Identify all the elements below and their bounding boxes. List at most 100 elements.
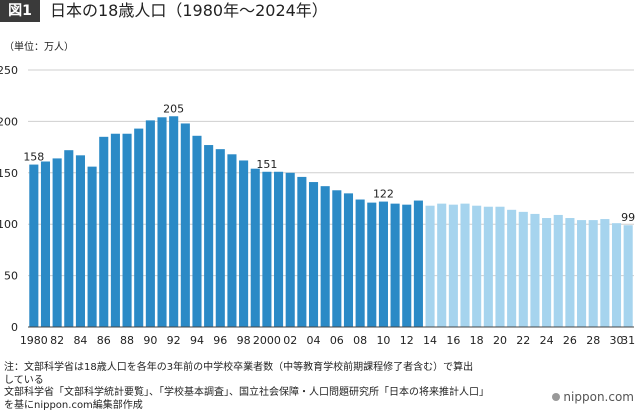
x-tick-label: 88	[120, 334, 134, 347]
x-tick-label: 94	[190, 334, 204, 347]
bar	[390, 203, 400, 327]
bar	[297, 176, 307, 327]
bar	[285, 172, 295, 327]
x-tick-label: 14	[423, 334, 437, 347]
bar	[507, 209, 517, 327]
x-tick-label: 04	[307, 334, 321, 347]
bar	[367, 202, 377, 327]
y-tick-label: 150	[0, 167, 18, 180]
logo-text: nippon.com	[563, 390, 634, 404]
bar	[122, 133, 132, 327]
bar	[169, 116, 179, 327]
bar	[530, 213, 540, 327]
bar	[145, 120, 155, 327]
note-line: している	[4, 374, 44, 386]
unit-label: （単位：万人）	[4, 42, 74, 53]
bar	[157, 117, 167, 328]
bar	[378, 201, 388, 327]
chart-title: 日本の18歳人口（1980年～2024年）	[50, 1, 328, 20]
bar	[204, 145, 214, 327]
bar	[332, 190, 342, 327]
bar	[250, 168, 260, 327]
y-tick-label: 50	[4, 270, 18, 283]
y-tick-label: 200	[0, 115, 18, 128]
bar	[413, 200, 423, 327]
x-tick-label: 26	[563, 334, 577, 347]
x-tick-label: 20	[493, 334, 507, 347]
x-tick-label: 31	[621, 334, 635, 347]
bar	[425, 205, 435, 327]
bar	[110, 133, 120, 327]
bar	[239, 160, 249, 327]
x-tick-label: 90	[143, 334, 157, 347]
x-tick-label: 22	[516, 334, 530, 347]
bar	[460, 203, 470, 327]
bar	[343, 193, 354, 327]
x-tick-label: 92	[167, 334, 181, 347]
bar	[29, 164, 39, 327]
bar	[588, 220, 598, 327]
bar	[99, 136, 109, 327]
bar	[355, 199, 365, 327]
x-tick-label: 06	[330, 334, 344, 347]
bar	[495, 206, 505, 327]
source-line: 文部科学省「文部科学統計要覧」、「学校基本調査」、国立社会保障・人口問題研究所「…	[4, 387, 489, 398]
bar	[64, 150, 74, 327]
bar	[87, 166, 97, 327]
data-label: 205	[163, 102, 184, 115]
x-tick-label: 10	[376, 334, 390, 347]
bar	[52, 158, 62, 327]
bar	[308, 182, 319, 327]
bar	[518, 211, 528, 327]
bar	[623, 225, 633, 327]
x-tick-label: 08	[353, 334, 367, 347]
bar	[215, 149, 225, 327]
bar	[611, 223, 622, 327]
x-tick-label: 82	[50, 334, 64, 347]
bar	[320, 186, 330, 327]
bar	[75, 155, 85, 327]
logo: nippon.com	[552, 390, 634, 404]
x-tick-label: 96	[213, 334, 227, 347]
bar	[472, 205, 482, 327]
x-tick-label: 02	[283, 334, 297, 347]
bar	[402, 204, 412, 327]
data-label: 122	[373, 188, 394, 201]
note-line: 注：文部科学省は18歳人口を各年の3年前の中学校卒業者数（中等教育学校前期課程修…	[4, 362, 474, 373]
bar	[274, 171, 284, 327]
bar	[542, 218, 552, 327]
bar	[262, 171, 272, 327]
chart-notes: 注：文部科学省は18歳人口を各年の3年前の中学校卒業者数（中等教育学校前期課程修…	[4, 362, 564, 412]
x-tick-label: 2000	[253, 334, 281, 347]
bar	[577, 220, 587, 327]
x-tick-label: 12	[400, 334, 414, 347]
bar	[180, 123, 190, 328]
bar	[437, 203, 447, 327]
bar	[134, 128, 144, 327]
x-tick-label: 18	[470, 334, 484, 347]
y-tick-label: 0	[11, 321, 18, 334]
y-tick-label: 100	[0, 218, 18, 231]
bar	[192, 135, 202, 327]
y-tick-label: 250	[0, 64, 18, 77]
bar	[553, 214, 563, 327]
bar	[227, 154, 237, 327]
bar	[600, 219, 610, 327]
x-tick-label: 30	[610, 334, 624, 347]
data-label: 158	[23, 151, 44, 164]
logo-dot-icon	[552, 393, 561, 401]
figure-label: 図1	[0, 0, 40, 22]
x-tick-label: 84	[73, 334, 87, 347]
data-label: 99	[621, 211, 635, 224]
x-tick-label: 86	[97, 334, 111, 347]
x-tick-label: 16	[446, 334, 460, 347]
data-label: 151	[256, 158, 277, 171]
bar	[448, 204, 458, 327]
source-line: を基にnippon.com編集部作成	[4, 399, 143, 411]
x-tick-label: 98	[237, 334, 251, 347]
x-tick-label: 1980	[20, 334, 48, 347]
x-tick-label: 28	[586, 334, 600, 347]
bar	[483, 206, 493, 327]
x-tick-label: 24	[540, 334, 554, 347]
